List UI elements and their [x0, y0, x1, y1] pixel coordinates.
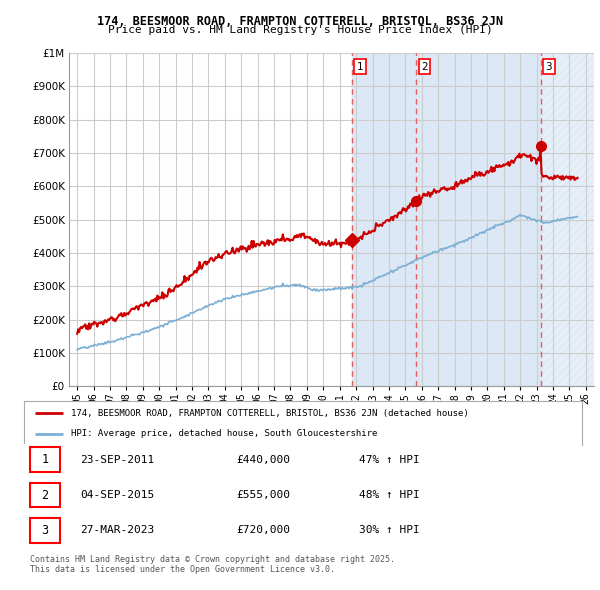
Text: 2: 2: [41, 489, 49, 502]
Text: 47% ↑ HPI: 47% ↑ HPI: [359, 455, 419, 464]
Text: 04-SEP-2015: 04-SEP-2015: [80, 490, 154, 500]
Text: 174, BEESMOOR ROAD, FRAMPTON COTTERELL, BRISTOL, BS36 2JN: 174, BEESMOOR ROAD, FRAMPTON COTTERELL, …: [97, 15, 503, 28]
FancyBboxPatch shape: [29, 518, 60, 543]
Text: This data is licensed under the Open Government Licence v3.0.: This data is licensed under the Open Gov…: [30, 565, 335, 574]
Text: Contains HM Land Registry data © Crown copyright and database right 2025.: Contains HM Land Registry data © Crown c…: [30, 555, 395, 564]
Bar: [541, 53, 594, 386]
Text: 3: 3: [41, 524, 49, 537]
Text: 3: 3: [545, 62, 552, 72]
Text: 30% ↑ HPI: 30% ↑ HPI: [359, 526, 419, 535]
Bar: [416, 53, 541, 386]
Text: 27-MAR-2023: 27-MAR-2023: [80, 526, 154, 535]
Text: 1: 1: [41, 453, 49, 466]
Text: 1: 1: [356, 62, 363, 72]
Text: 23-SEP-2011: 23-SEP-2011: [80, 455, 154, 464]
FancyBboxPatch shape: [29, 447, 60, 472]
Text: £720,000: £720,000: [236, 526, 290, 535]
Text: 2: 2: [421, 62, 428, 72]
Text: £440,000: £440,000: [236, 455, 290, 464]
Text: 48% ↑ HPI: 48% ↑ HPI: [359, 490, 419, 500]
Text: HPI: Average price, detached house, South Gloucestershire: HPI: Average price, detached house, Sout…: [71, 429, 378, 438]
Text: Price paid vs. HM Land Registry's House Price Index (HPI): Price paid vs. HM Land Registry's House …: [107, 25, 493, 35]
Text: 174, BEESMOOR ROAD, FRAMPTON COTTERELL, BRISTOL, BS36 2JN (detached house): 174, BEESMOOR ROAD, FRAMPTON COTTERELL, …: [71, 409, 469, 418]
Text: £555,000: £555,000: [236, 490, 290, 500]
FancyBboxPatch shape: [29, 483, 60, 507]
Bar: [352, 53, 416, 386]
